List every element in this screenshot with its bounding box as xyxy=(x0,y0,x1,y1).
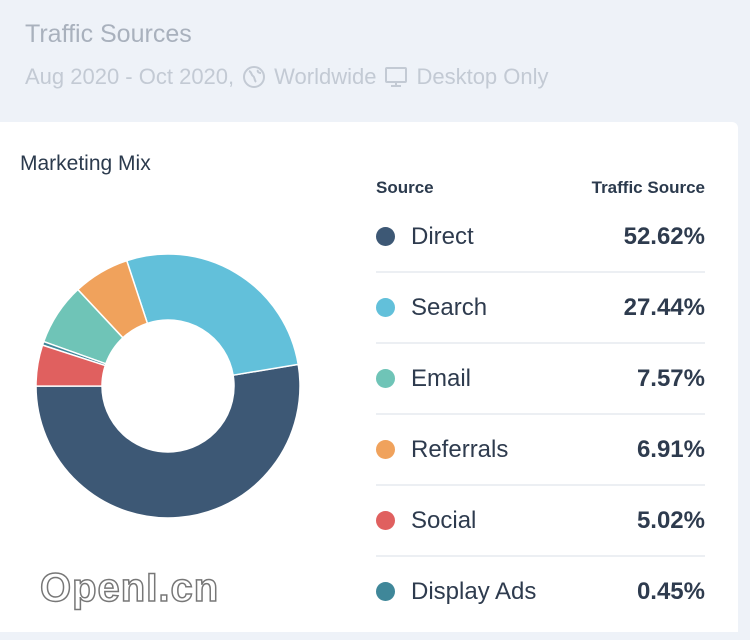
filter-summary: Aug 2020 - Oct 2020, Worldwide Desktop O… xyxy=(25,64,549,90)
table-row: Direct 52.62% xyxy=(376,202,705,273)
legend-dot xyxy=(376,369,395,388)
source-label: Direct xyxy=(411,222,474,250)
traffic-value: 52.62% xyxy=(623,222,705,250)
table-header: Source Traffic Source xyxy=(376,178,705,202)
slice-social[interactable] xyxy=(35,344,107,387)
traffic-value: 6.91% xyxy=(636,435,705,463)
slice-direct[interactable] xyxy=(35,363,301,519)
source-label: Display Ads xyxy=(411,577,537,605)
marketing-mix-card: Marketing Mix xyxy=(0,122,738,632)
source-label: Search xyxy=(411,293,488,321)
source-label: Referrals xyxy=(411,435,509,463)
legend-dot xyxy=(376,511,395,530)
watermark: OpenI.cn xyxy=(39,565,220,611)
traffic-value: 5.02% xyxy=(636,506,705,534)
table-row: Search 27.44% xyxy=(376,273,705,344)
table-row: Email 7.57% xyxy=(376,344,705,415)
globe-icon xyxy=(243,66,266,88)
table-row: Social 5.02% xyxy=(376,486,705,557)
source-label: Social xyxy=(411,506,477,534)
column-header-source: Source xyxy=(376,178,434,197)
desktop-icon xyxy=(385,67,408,87)
column-header-traffic: Traffic Source xyxy=(591,178,705,197)
legend-dot xyxy=(376,582,395,601)
traffic-value: 7.57% xyxy=(636,364,705,392)
table-row: Referrals 6.91% xyxy=(376,415,705,486)
traffic-value: 27.44% xyxy=(623,293,705,321)
region-filter: Worldwide xyxy=(274,64,377,89)
card-title: Marketing Mix xyxy=(20,152,151,175)
legend-dot xyxy=(376,440,395,459)
slice-search[interactable] xyxy=(125,253,300,377)
table-row: Display Ads 0.45% xyxy=(376,557,705,626)
page-title: Traffic Sources xyxy=(25,20,192,48)
source-label: Email xyxy=(411,364,472,392)
date-range: Aug 2020 - Oct 2020, xyxy=(25,64,235,89)
device-filter: Desktop Only xyxy=(416,64,549,89)
traffic-value: 0.45% xyxy=(636,577,705,605)
table-body: Direct 52.62% Search 27.44% Email 7.57% Referr… xyxy=(376,202,705,626)
legend-dot xyxy=(376,227,395,246)
traffic-table: Source Traffic Source Direct 52.62% Search… xyxy=(376,178,705,626)
legend-dot xyxy=(376,298,395,317)
donut-chart xyxy=(35,253,301,519)
